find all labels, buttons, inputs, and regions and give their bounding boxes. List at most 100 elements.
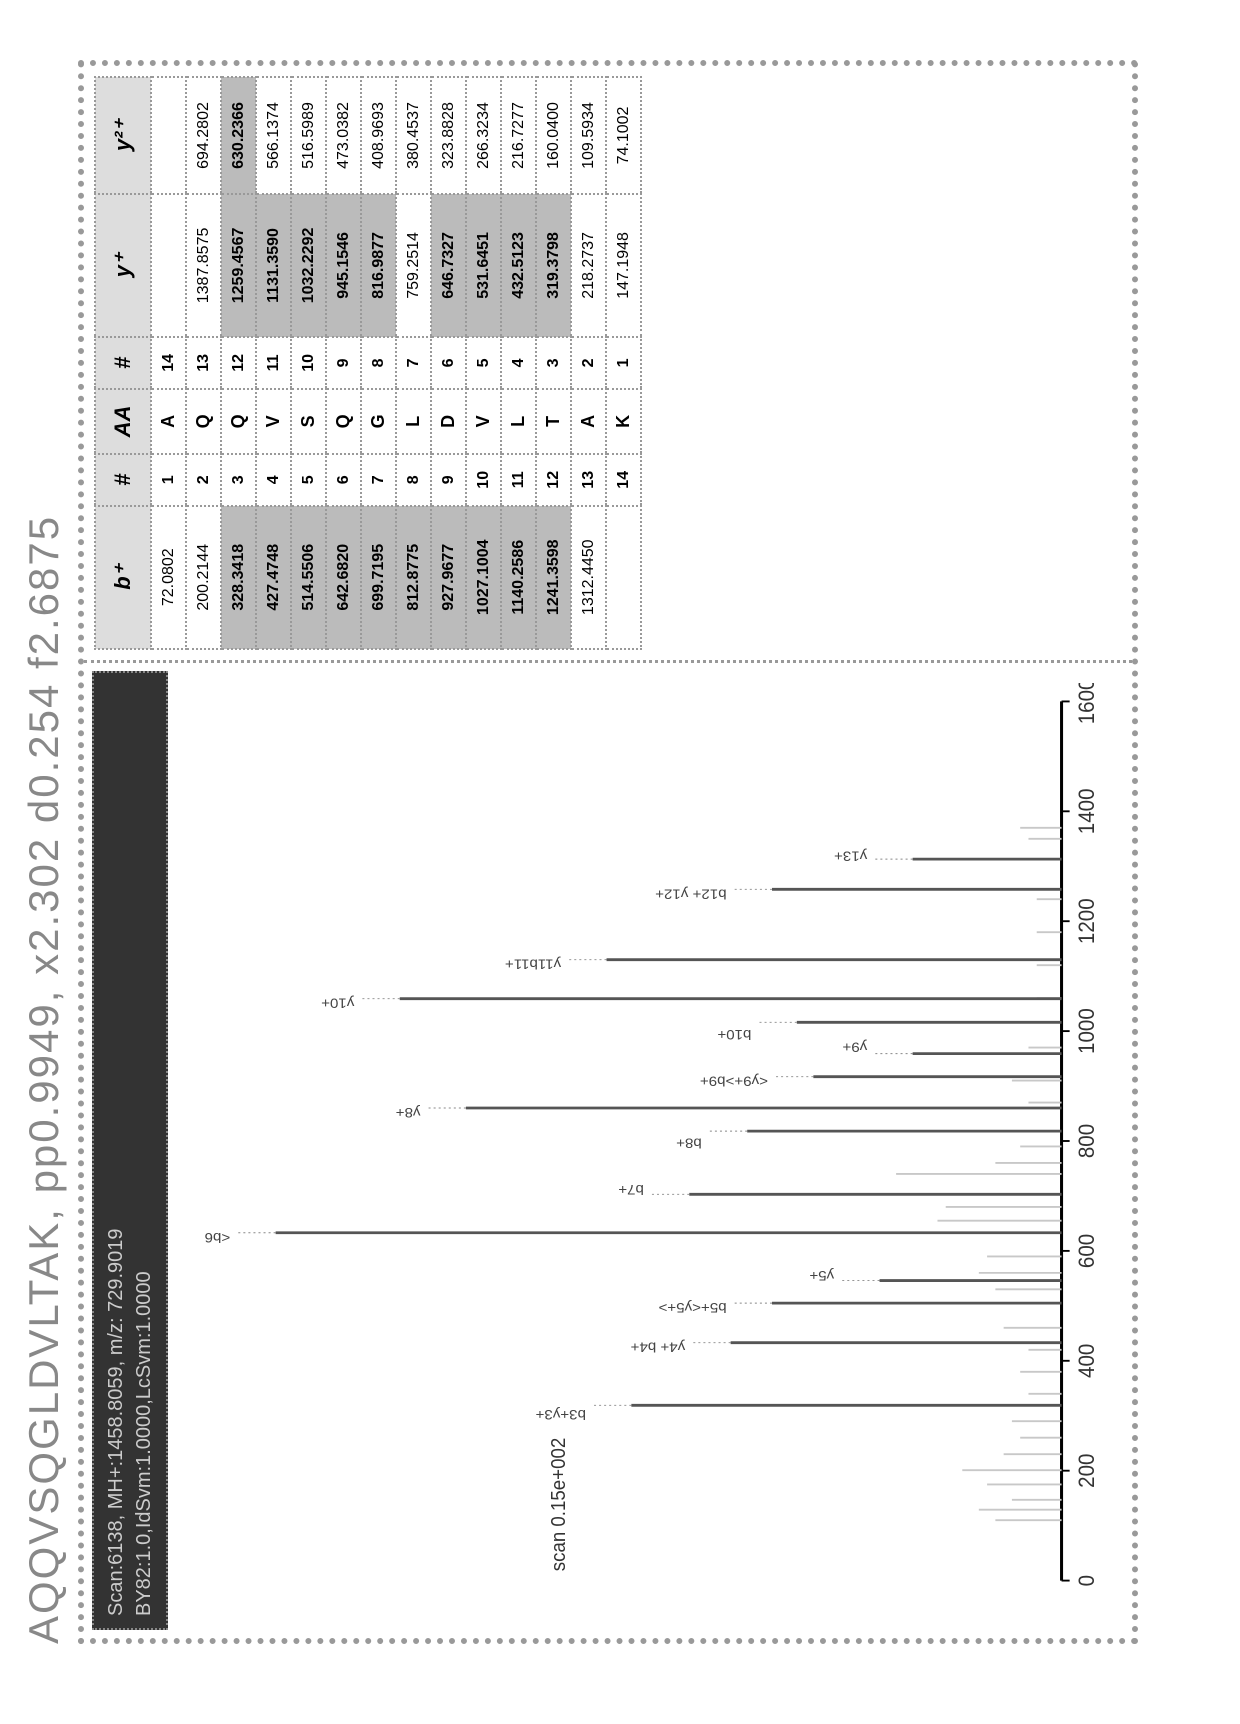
scale-label: scan 0.15e+002: [548, 1438, 571, 1572]
ion-cell: 4: [256, 454, 291, 506]
table-row: 72.08021A14: [151, 77, 186, 649]
peak-annotation: b8+: [676, 1135, 702, 1150]
ion-cell: 11: [256, 337, 291, 389]
table-row: 642.68206Q9945.1546473.0382: [326, 77, 361, 649]
ion-cell: 566.1374: [256, 77, 291, 194]
ion-cell: A: [151, 389, 186, 454]
ion-cell: 5: [291, 454, 326, 506]
ion-cell: Q: [326, 389, 361, 454]
ion-cell: 200.2144: [186, 506, 221, 649]
ion-cell: 1241.3598: [536, 506, 571, 649]
ion-cell: 1131.3590: [256, 194, 291, 337]
ion-cell: 945.1546: [326, 194, 361, 337]
ion-cell: 323.8828: [431, 77, 466, 194]
table-row: 328.34183Q121259.4567630.2366: [221, 77, 256, 649]
ion-cell: 432.5123: [501, 194, 536, 337]
ion-table-header: #: [95, 454, 151, 506]
peak-annotation: y13+: [834, 848, 867, 863]
ion-cell: 630.2366: [221, 77, 256, 194]
ion-cell: 1312.4450: [571, 506, 606, 649]
ion-cell: 646.7327: [431, 194, 466, 337]
peak-annotation: y11b11+: [505, 956, 561, 971]
ion-cell: [151, 77, 186, 194]
ion-cell: 1140.2586: [501, 506, 536, 649]
ion-cell: 12: [221, 337, 256, 389]
ion-cell: 2: [186, 454, 221, 506]
peak-annotation: <y9+>b9+: [700, 1073, 768, 1088]
ion-table-header: #: [95, 337, 151, 389]
ion-cell: 10: [291, 337, 326, 389]
ion-table-header: AA: [95, 389, 151, 454]
table-row: 1140.258611L4432.5123216.7277: [501, 77, 536, 649]
ion-cell: 9: [326, 337, 361, 389]
ion-cell: 812.8775: [396, 506, 431, 649]
ion-cell: 9: [431, 454, 466, 506]
table-row: 1241.359812T3319.3798160.0400: [536, 77, 571, 649]
ion-cell: 109.5934: [571, 77, 606, 194]
ion-cell: 759.2514: [396, 194, 431, 337]
ion-cell: 12: [536, 454, 571, 506]
ion-cell: 531.6451: [466, 194, 501, 337]
xtick-label: 1400: [1074, 788, 1099, 834]
ion-cell: 8: [361, 337, 396, 389]
peak-annotation: y4+ b4+: [631, 1339, 686, 1354]
header-line-2: BY82:1.0,IdSvm:1.0000,LcSvm:1.0000: [130, 685, 158, 1616]
ion-cell: [606, 506, 641, 649]
table-row: 1027.100410V5531.6451266.3234: [466, 77, 501, 649]
ion-cell: 6: [431, 337, 466, 389]
ion-cell: 5: [466, 337, 501, 389]
main-panel: Scan:6138, MH+:1458.8059, m/z: 729.9019 …: [78, 60, 1138, 1644]
ion-cell: 14: [151, 337, 186, 389]
ion-cell: S: [291, 389, 326, 454]
peak-annotation: b3+y3+: [536, 1406, 586, 1421]
peak-annotation: b12+ y12+: [655, 885, 726, 900]
peak-annotation: y10+: [321, 995, 354, 1010]
ion-cell: 216.7277: [501, 77, 536, 194]
ion-cell: 328.3418: [221, 506, 256, 649]
peak-annotation: <b6>+b12+>y6+>: [204, 1229, 230, 1244]
ion-table-header: y²⁺: [95, 77, 151, 194]
ion-cell: K: [606, 389, 641, 454]
ion-cell: 1259.4567: [221, 194, 256, 337]
ion-cell: 160.0400: [536, 77, 571, 194]
ion-cell: 642.6820: [326, 506, 361, 649]
ion-cell: 10: [466, 454, 501, 506]
table-row: 427.47484V111131.3590566.1374: [256, 77, 291, 649]
ion-cell: 4: [501, 337, 536, 389]
peak-annotation: y5+: [809, 1267, 834, 1282]
table-row: 699.71957G8816.9877408.9693: [361, 77, 396, 649]
ion-cell: Q: [186, 389, 221, 454]
ion-cell: 8: [396, 454, 431, 506]
ion-cell: 699.7195: [361, 506, 396, 649]
ion-cell: 1387.8575: [186, 194, 221, 337]
ion-cell: V: [466, 389, 501, 454]
ion-cell: 380.4537: [396, 77, 431, 194]
ion-cell: 6: [326, 454, 361, 506]
ion-cell: 7: [361, 454, 396, 506]
ion-cell: 7: [396, 337, 431, 389]
table-row: 812.87758L7759.2514380.4537: [396, 77, 431, 649]
xtick-label: 600: [1074, 1234, 1099, 1268]
ion-cell: 72.0802: [151, 506, 186, 649]
ion-cell: 816.9877: [361, 194, 396, 337]
ion-cell: 13: [186, 337, 221, 389]
ion-cell: L: [396, 389, 431, 454]
ion-cell: 3: [536, 337, 571, 389]
page-title: AQQVSQGLDVLTAK, pp0.9949, x2.302 d0.254 …: [0, 0, 78, 1724]
ion-cell: A: [571, 389, 606, 454]
ion-cell: L: [501, 389, 536, 454]
ion-cell: 408.9693: [361, 77, 396, 194]
ion-cell: D: [431, 389, 466, 454]
xtick-label: 200: [1074, 1453, 1099, 1487]
table-row: 514.55065S101032.2292516.5989: [291, 77, 326, 649]
ion-cell: 1: [151, 454, 186, 506]
peak-annotation: y8+: [396, 1104, 421, 1119]
ion-cell: 516.5989: [291, 77, 326, 194]
header-line-1: Scan:6138, MH+:1458.8059, m/z: 729.9019: [102, 685, 130, 1616]
ion-cell: 74.1002: [606, 77, 641, 194]
ion-table-header: y⁺: [95, 194, 151, 337]
xtick-label: 1000: [1074, 1008, 1099, 1054]
table-row: 1312.445013A2218.2737109.5934: [571, 77, 606, 649]
ion-cell: 147.1948: [606, 194, 641, 337]
spectrum-chart: 02004006008001000120014001600b3+y3+y4+ b…: [204, 683, 1112, 1618]
